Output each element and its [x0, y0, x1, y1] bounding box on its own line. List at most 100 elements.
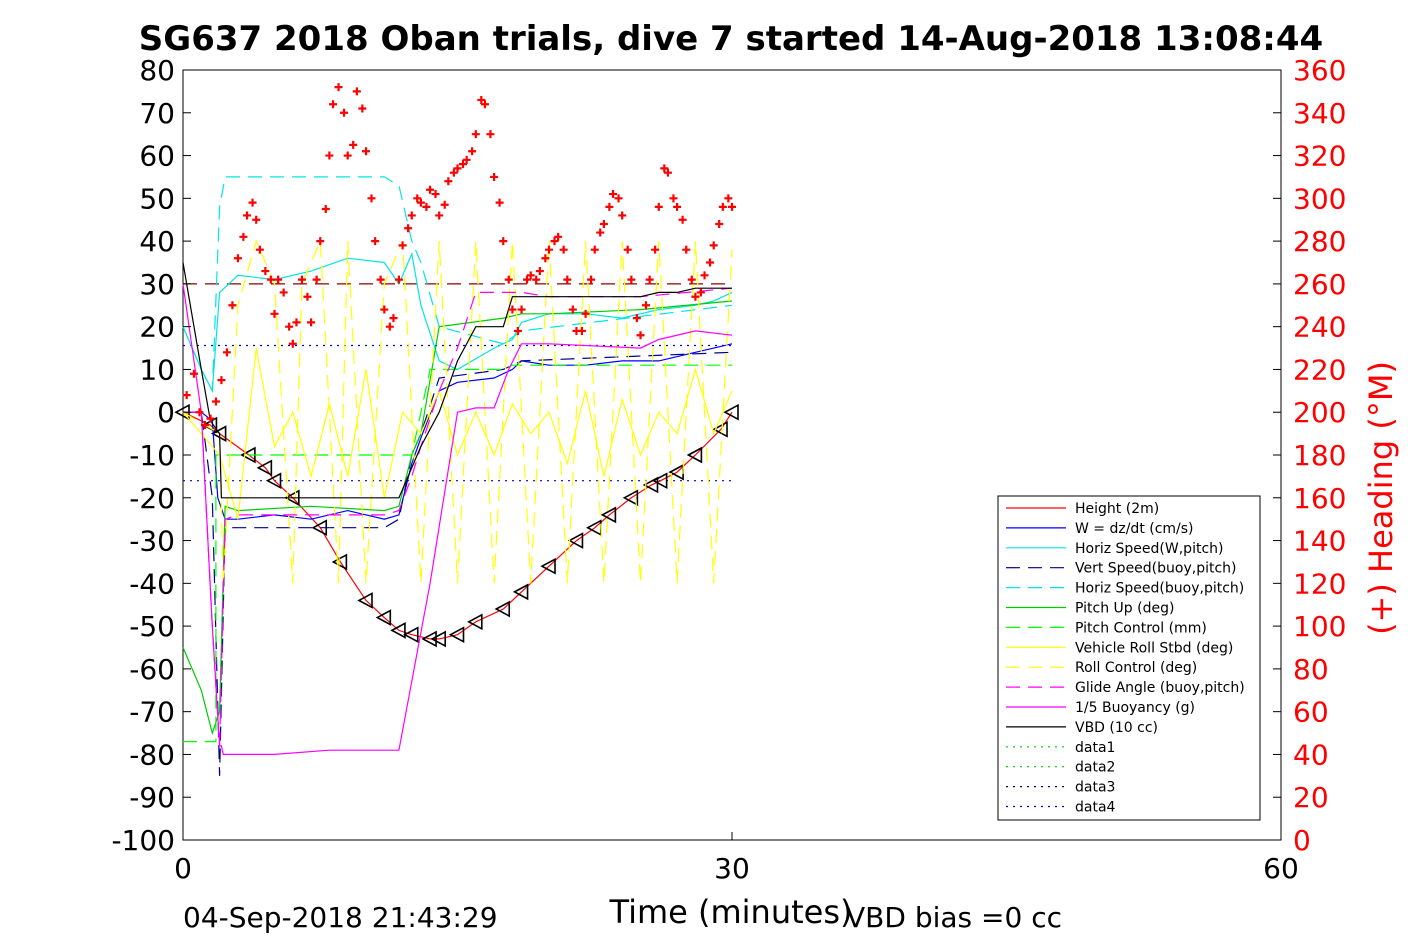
y-tick-label: 70 [139, 97, 175, 130]
heading-marker [444, 177, 453, 186]
y-right-tick-label: 140 [1293, 525, 1346, 558]
y-tick-label: -70 [129, 696, 175, 729]
heading-marker [255, 245, 264, 254]
legend-label: Horiz Speed(buoy,pitch) [1075, 581, 1244, 597]
heading-marker [523, 275, 532, 284]
heading-marker [499, 237, 508, 246]
y-tick-label: -50 [129, 610, 175, 643]
height-triangle-marker [467, 613, 483, 631]
height-triangle-marker [567, 532, 584, 549]
heading-marker [696, 288, 705, 297]
heading-marker [407, 211, 416, 220]
heading-marker [706, 258, 715, 267]
legend-label: Vehicle Roll Stbd (deg) [1075, 640, 1233, 656]
height-triangle-marker [256, 459, 273, 477]
y-right-tick-label: 80 [1293, 653, 1329, 686]
legend-label: Roll Control (deg) [1075, 660, 1197, 676]
heading-marker [426, 185, 435, 194]
y-tick-label: -20 [129, 482, 175, 515]
heading-marker [517, 305, 526, 314]
y-right-tick-label: 40 [1293, 738, 1329, 771]
heading-marker [724, 194, 733, 203]
heading-marker [279, 288, 288, 297]
heading-marker [239, 232, 248, 241]
heading-marker [535, 267, 544, 276]
height-triangle-marker [651, 472, 668, 490]
heading-marker [718, 202, 727, 211]
heading-marker [352, 87, 361, 96]
x-tick-label: 0 [174, 852, 192, 885]
height-triangle-marker [421, 630, 437, 648]
legend-label: data3 [1075, 780, 1115, 796]
heading-marker [206, 414, 215, 423]
heading-marker [669, 194, 678, 203]
y-tick-label: 60 [139, 140, 175, 173]
y-tick-label: -10 [129, 439, 175, 472]
y-right-tick-label: 240 [1293, 311, 1346, 344]
y-right-tick-label: 180 [1293, 439, 1346, 472]
heading-marker [641, 301, 650, 310]
heading-marker [471, 130, 480, 139]
heading-marker [563, 275, 572, 284]
y-tick-label: -40 [129, 567, 175, 600]
heading-marker [252, 215, 261, 224]
heading-marker [380, 305, 389, 314]
heading-marker [468, 147, 477, 156]
series-line-6 [182, 300, 733, 736]
heading-marker [599, 220, 608, 228]
series-line-8 [182, 347, 733, 520]
heading-marker [660, 164, 669, 173]
y-right-tick-label: 220 [1293, 353, 1346, 386]
heading-marker [394, 275, 403, 284]
heading-marker [449, 168, 458, 177]
heading-marker [416, 198, 425, 207]
heading-marker [358, 104, 367, 113]
heading-marker [559, 245, 568, 254]
height-triangle-marker [403, 626, 419, 644]
heading-marker [462, 155, 471, 164]
series-line-12 [182, 262, 732, 499]
height-triangle-marker [686, 446, 703, 464]
heading-marker [691, 292, 700, 301]
y-right-tick-label: 0 [1293, 824, 1311, 857]
heading-marker [645, 275, 654, 284]
heading-marker [453, 164, 462, 173]
heading-marker [362, 147, 370, 156]
heading-marker [376, 275, 385, 284]
legend: Height (2m) W = dz/dt (cm/s) Horiz Speed(W… [997, 495, 1261, 821]
heading-marker [266, 275, 275, 284]
heading-marker [581, 309, 590, 318]
height-triangle-marker [390, 622, 406, 639]
heading-marker [700, 271, 709, 280]
heading-marker [568, 305, 577, 314]
legend-label: data2 [1075, 760, 1115, 776]
y-right-tick-label: 100 [1293, 610, 1346, 643]
heading-marker [222, 348, 231, 357]
height-triangle-marker [540, 557, 556, 575]
y-right-tick-label: 200 [1293, 396, 1346, 429]
y-right-tick-label: 160 [1293, 482, 1346, 515]
height-triangle-marker [331, 553, 348, 571]
height-triangle-marker [430, 630, 447, 648]
legend-label: Glide Angle (buoy,pitch) [1075, 680, 1245, 696]
heading-marker [211, 397, 220, 406]
heading-marker [307, 318, 316, 327]
footer-vbd-bias: VBD bias =0 cc [846, 901, 1062, 934]
heading-marker [541, 254, 550, 263]
heading-marker [371, 237, 380, 246]
heading-marker [248, 198, 257, 207]
legend-label: W = dz/dt (cm/s) [1075, 521, 1194, 537]
heading-marker [297, 275, 306, 284]
heading-marker [504, 275, 513, 284]
heading-marker [618, 211, 627, 220]
heading-marker [490, 172, 499, 181]
y-tick-label: 20 [139, 311, 175, 344]
heading-marker [554, 232, 563, 241]
heading-marker [200, 421, 209, 430]
y-tick-label: 50 [139, 182, 175, 215]
heading-marker [480, 100, 489, 109]
y-right-tick-label: 280 [1293, 225, 1346, 258]
legend-box [997, 495, 1261, 821]
heading-marker [513, 326, 522, 335]
height-triangle-marker [512, 583, 529, 601]
